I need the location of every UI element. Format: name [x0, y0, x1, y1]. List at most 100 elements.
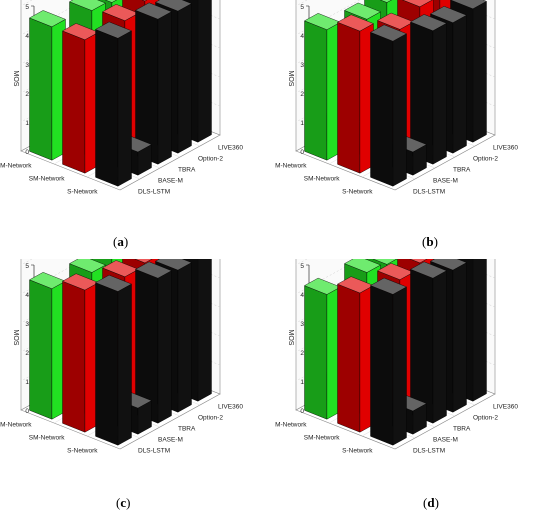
bar-face-right	[370, 285, 394, 446]
bar-s-network-dls-lstm	[95, 274, 132, 446]
bar-face-left	[197, 0, 212, 143]
z-axis-label: MOS	[12, 71, 19, 87]
bar-face-top	[69, 259, 106, 273]
z-tick-label: 3	[25, 321, 29, 328]
bar-face-top	[95, 21, 132, 39]
bar-face-right	[337, 283, 361, 433]
z-tick-label: 3	[300, 321, 304, 328]
caption-open: (	[423, 495, 428, 510]
z-tick-label: 2	[25, 350, 29, 357]
x-category-label: FM-Network	[0, 422, 32, 429]
z-tick-label: 1	[300, 120, 304, 127]
bar-face-top	[95, 274, 132, 292]
caption-letter: b	[426, 234, 434, 249]
bar-face-right	[29, 279, 53, 420]
caption-letter: d	[427, 495, 435, 510]
z-tick-label: 1	[25, 120, 29, 127]
y-category-label: Option-2	[198, 156, 223, 163]
x-category-label: SM-Network	[304, 435, 341, 442]
x-category-label: S-Network	[342, 189, 373, 196]
z-axis-label: MOS	[287, 330, 294, 346]
z-axis-label: MOS	[12, 330, 19, 346]
bar-face-right	[337, 21, 361, 174]
y-category-label: BASE-M	[158, 178, 183, 185]
bar-face-top	[304, 277, 341, 295]
bars	[304, 0, 487, 187]
bar-face-left	[157, 11, 172, 165]
bar-face-top	[370, 24, 407, 42]
z-tick-label: 5	[300, 4, 304, 11]
y-category-label: LIVE360	[493, 404, 518, 411]
bar-face-right	[95, 29, 119, 187]
bar-s-network-dls-lstm	[95, 21, 132, 187]
x-category-label: FM-Network	[275, 422, 307, 429]
bar-face-left	[452, 14, 467, 154]
panel-caption-a: (a)	[113, 234, 128, 250]
bar-face-top	[337, 14, 374, 32]
z-tick-label: 4	[300, 292, 304, 299]
bar-face-top	[410, 261, 447, 279]
bar-face-top	[135, 2, 172, 20]
bar-s-network-tbra	[410, 14, 447, 165]
z-tick-label: 5	[25, 4, 29, 11]
x-category-label: SM-Network	[29, 435, 66, 442]
bar-face-top	[377, 263, 414, 280]
bar-face-top	[155, 0, 192, 12]
bar-sm-network-dls-lstm	[337, 14, 374, 174]
panel-caption-c: (c)	[116, 495, 130, 511]
bar-face-top	[370, 277, 407, 295]
bar-face-top	[372, 259, 398, 265]
bar-fm-network-dls-lstm	[29, 272, 66, 420]
bar-face-top	[62, 23, 99, 41]
y-category-label: TBRA	[178, 167, 196, 174]
z-axis-label: MOS	[287, 71, 294, 87]
panel-caption-d: (d)	[423, 495, 439, 511]
caption-close: )	[434, 495, 439, 510]
z-tick-label: 2	[300, 91, 304, 98]
bar-sm-network-dls-lstm	[62, 23, 99, 174]
x-category-label: S-Network	[67, 448, 98, 455]
bar-face-top	[409, 259, 428, 264]
z-tick-label: 5	[25, 263, 29, 270]
bar-fm-network-dls-lstm	[29, 10, 66, 161]
bar-s-network-tbra	[135, 2, 172, 165]
z-tick-label: 0	[25, 408, 29, 415]
z-tick-label: 3	[300, 62, 304, 69]
y-category-label: DLS-LSTM	[413, 189, 445, 196]
caption-open: (	[116, 495, 121, 510]
y-category-label: LIVE360	[218, 404, 243, 411]
bar-sm-network-dls-lstm	[337, 276, 374, 433]
bar-face-top	[402, 0, 433, 8]
y-category-label: Option-2	[473, 415, 498, 422]
bar-face-top	[344, 2, 381, 20]
y-category-label: DLS-LSTM	[138, 189, 170, 196]
bar-face-top	[102, 260, 139, 278]
bar-face-left	[177, 3, 192, 154]
bar-face-left	[472, 0, 487, 143]
x-category-label: SM-Network	[29, 176, 66, 183]
caption-close: )	[433, 234, 438, 249]
bar-face-top	[430, 6, 467, 23]
bar-face-right	[304, 285, 328, 420]
bar-face-right	[304, 20, 328, 161]
caption-letter: c	[120, 495, 127, 510]
bar-face-top	[377, 12, 414, 30]
y-category-label: LIVE360	[218, 145, 243, 152]
y-category-label: BASE-M	[433, 437, 458, 444]
bar-face-left	[197, 259, 212, 402]
y-category-label: LIVE360	[493, 145, 518, 152]
x-category-label: S-Network	[67, 189, 98, 196]
bar-face-left	[177, 262, 192, 413]
bar-face-top	[134, 259, 153, 264]
x-category-label: SM-Network	[304, 176, 341, 183]
bar-face-right	[62, 30, 86, 174]
bar-face-left	[117, 30, 132, 187]
z-tick-label: 4	[300, 33, 304, 40]
bar-s-network-tbra	[410, 261, 447, 424]
caption-letter: a	[117, 234, 124, 249]
bar-face-top	[62, 273, 99, 291]
